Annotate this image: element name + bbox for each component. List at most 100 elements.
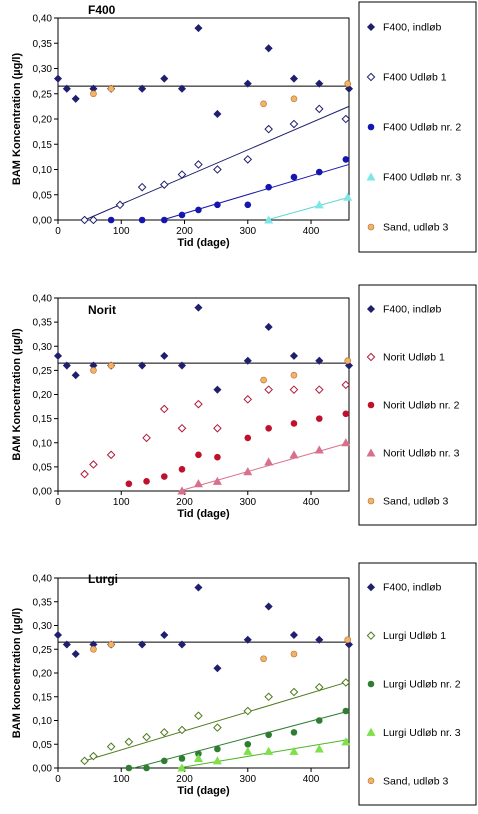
data-point-lurgi-series-3	[264, 746, 274, 755]
chart-title-f400: F400	[88, 3, 116, 17]
data-point-norit-series-0	[264, 322, 273, 331]
data-point-f400-series-1	[194, 160, 203, 169]
x-tick-label: 200	[176, 226, 193, 237]
legend-marker-f400-0	[366, 22, 376, 32]
y-tick-label: 0,30	[33, 342, 53, 353]
x-tick-label: 300	[239, 497, 256, 508]
data-point-f400-series-1	[89, 215, 98, 225]
data-point-norit-series-2	[315, 415, 323, 422]
y-tick-label: 0,05	[33, 190, 53, 201]
data-point-f400-series-0	[138, 84, 147, 93]
data-point-norit-series-2	[244, 434, 252, 442]
data-point-f400-series-0	[53, 74, 63, 83]
legend-label-norit-0: F400, indløb	[383, 304, 442, 316]
data-point-lurgi-series-1	[213, 723, 222, 732]
data-point-norit-series-4	[90, 367, 97, 374]
data-point-norit-series-0	[315, 356, 324, 365]
data-layer-lurgi	[53, 583, 354, 772]
data-point-f400-series-0	[160, 74, 169, 83]
data-point-lurgi-series-2	[342, 707, 350, 715]
y-tick-label: 0,40	[33, 574, 53, 585]
y-axis-title-lurgi: BAM koncentration (µg/l)	[11, 607, 23, 738]
data-point-norit-series-0	[138, 361, 147, 370]
data-point-norit-series-1	[177, 423, 187, 433]
data-point-norit-series-2	[143, 478, 150, 485]
data-point-lurgi-series-1	[264, 692, 273, 702]
x-tick-label: 0	[55, 497, 61, 508]
legend-marker-lurgi-2	[367, 680, 375, 688]
data-point-f400-series-2	[160, 216, 168, 224]
legend-label-norit-1: Norit Udløb 1	[383, 352, 445, 364]
data-point-lurgi-series-0	[53, 630, 63, 640]
x-axis-title-norit: Tid (dage)	[177, 508, 230, 520]
data-point-lurgi-series-1	[142, 732, 151, 742]
data-point-f400-series-4	[90, 90, 97, 98]
y-tick-label: 0,40	[33, 14, 53, 25]
data-point-f400-series-1	[80, 215, 89, 225]
y-tick-label: 0,30	[33, 64, 53, 75]
chart-panel-norit: Norit 0,00 0,05 0,10 0,15 0,20 0,25 0,30 0,35 0,4…	[11, 284, 477, 526]
x-tick-label: 400	[303, 226, 320, 237]
data-point-norit-series-2	[195, 451, 202, 459]
y-tick-label: 0,10	[33, 716, 53, 727]
legend-label-lurgi-3: Lurgi Udløb nr. 3	[383, 727, 461, 739]
data-point-f400-series-2	[244, 201, 252, 209]
data-point-f400-series-0	[71, 94, 80, 103]
legend-marker-norit-2	[367, 401, 375, 409]
data-point-lurgi-series-2	[178, 755, 186, 762]
data-point-lurgi-series-1	[106, 742, 116, 751]
data-point-norit-series-0	[177, 361, 187, 370]
data-point-lurgi-series-1	[341, 678, 351, 687]
data-point-f400-series-2	[290, 173, 298, 181]
data-point-f400-series-3	[343, 192, 353, 201]
plot-area-lurgi	[57, 577, 350, 769]
data-point-norit-series-1	[89, 460, 98, 469]
data-point-lurgi-series-0	[62, 640, 71, 649]
data-point-norit-series-3	[264, 457, 274, 466]
y-tick-label: 0,15	[33, 692, 53, 703]
data-point-norit-series-0	[213, 385, 222, 394]
data-point-norit-series-0	[194, 303, 203, 312]
x-tick-label: 400	[303, 497, 320, 508]
y-tick-label: 0,35	[33, 39, 53, 50]
data-point-lurgi-series-2	[315, 717, 323, 724]
data-point-f400-series-0	[194, 24, 203, 33]
data-point-f400-series-4	[260, 100, 267, 108]
y-tick-label: 0,25	[33, 645, 53, 656]
legend-box-norit	[358, 284, 477, 526]
data-point-lurgi-series-2	[160, 757, 168, 765]
chart-panel-f400: F400 0,00 0,05 0,10 0,15 0,20 0,25 0,30 0,35 0,40…	[11, 1, 477, 253]
data-point-lurgi-series-2	[290, 729, 298, 736]
data-point-f400-series-0	[243, 79, 252, 88]
legend-marker-f400-1	[366, 72, 376, 82]
data-point-norit-series-2	[265, 424, 272, 432]
data-point-f400-series-2	[214, 201, 221, 209]
legend-marker-lurgi-0	[366, 583, 376, 592]
data-point-lurgi-series-2	[265, 731, 272, 739]
y-tick-label: 0,00	[33, 216, 53, 227]
data-point-f400-series-2	[178, 211, 186, 219]
legend-label-lurgi-2: Lurgi Udløb nr. 2	[383, 679, 461, 691]
data-point-norit-series-1	[213, 423, 222, 433]
data-point-lurgi-series-0	[194, 583, 203, 592]
x-axis-title-lurgi: Tid (dage)	[177, 785, 230, 797]
data-point-norit-series-2	[178, 465, 186, 473]
x-tick-label: 100	[113, 226, 130, 237]
data-point-lurgi-series-4	[107, 641, 115, 648]
y-tick-label: 0,15	[33, 140, 53, 151]
y-axis-title-norit: BAM Koncentration (µg/l)	[11, 328, 23, 461]
data-point-lurgi-series-1	[124, 737, 134, 747]
x-tick-label: 200	[176, 497, 193, 508]
x-tick-label: 100	[113, 497, 130, 508]
data-point-norit-series-3	[212, 476, 222, 485]
data-point-norit-series-3	[177, 486, 187, 495]
legend-marker-lurgi-4	[367, 777, 375, 785]
data-point-norit-series-1	[194, 399, 203, 409]
y-tick-label: 0,00	[33, 764, 53, 775]
chart-title-norit: Norit	[88, 303, 116, 317]
legend-label-norit-3: Norit Udløb nr. 3	[383, 448, 460, 460]
legend-label-f400-2: F400 Udløb nr. 2	[383, 122, 461, 134]
data-point-norit-series-2	[160, 473, 168, 480]
trend-line-lurgi-series-2	[133, 710, 350, 769]
x-tick-label: 300	[239, 226, 256, 237]
